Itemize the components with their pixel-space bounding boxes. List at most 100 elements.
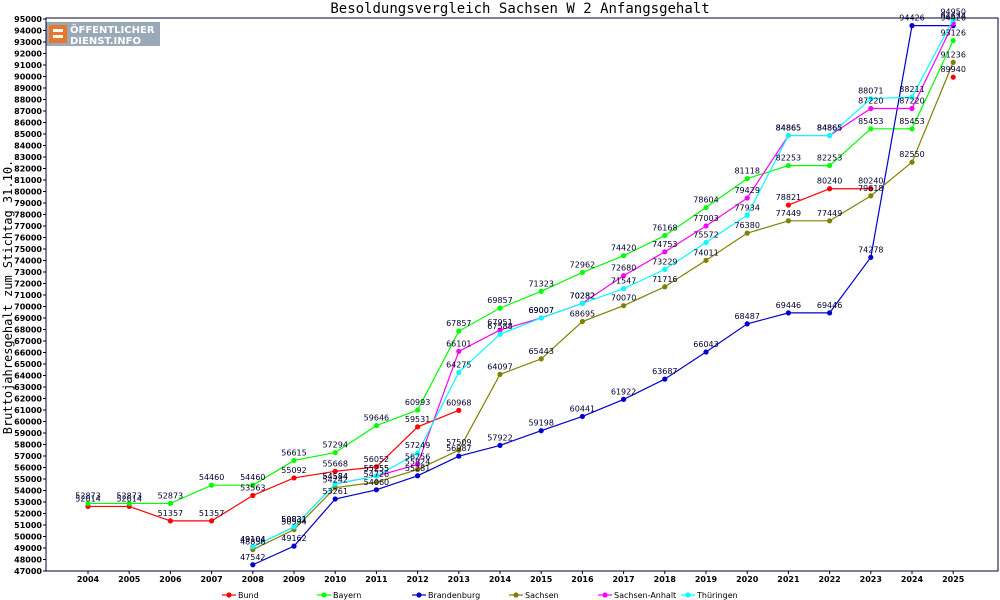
data-label: 69857 — [487, 296, 512, 305]
data-label: 80240 — [817, 177, 842, 186]
data-point — [703, 223, 709, 229]
data-label: 85453 — [899, 117, 924, 126]
data-label: 71323 — [528, 279, 553, 288]
data-point — [456, 369, 462, 375]
data-label: 49162 — [281, 534, 306, 543]
data-label: 67857 — [446, 319, 471, 328]
y-tick-label: 85000 — [14, 130, 42, 139]
series-line — [252, 23, 954, 548]
logo-mark-bar — [53, 29, 63, 32]
data-label: 68487 — [734, 312, 759, 321]
data-label: 51357 — [199, 509, 224, 518]
data-point — [827, 186, 833, 192]
data-label: 57509 — [446, 438, 471, 447]
logo: ÖFFENTLICHER DIENST.INFO — [46, 22, 160, 47]
data-label: 71547 — [611, 277, 636, 286]
data-label: 77449 — [776, 209, 801, 218]
data-point — [909, 23, 915, 29]
x-tick-label: 2012 — [406, 575, 428, 584]
data-label: 84865 — [817, 124, 842, 133]
data-point — [456, 348, 462, 354]
x-tick-label: 2020 — [736, 575, 759, 584]
chart-title: Besoldungsvergleich Sachsen W 2 Anfangsg… — [330, 1, 709, 17]
data-label: 60968 — [446, 398, 471, 407]
data-point — [497, 305, 503, 311]
data-point — [415, 450, 421, 456]
data-label: 74278 — [858, 245, 883, 254]
x-tick-label: 2023 — [860, 575, 882, 584]
data-point — [456, 447, 462, 453]
data-label: 70282 — [570, 291, 595, 300]
x-tick-label: 2019 — [695, 575, 718, 584]
data-point — [538, 356, 544, 362]
legend: Bund Bayern Brandenburg Sachsen Sachsen-Anha… — [222, 591, 738, 600]
x-tick-label: 2021 — [777, 575, 800, 584]
data-label: 94624 — [940, 11, 965, 20]
x-tick-label: 2022 — [818, 575, 840, 584]
data-label: 91236 — [940, 50, 965, 59]
data-label: 87220 — [858, 96, 883, 105]
data-point — [744, 321, 750, 327]
data-point — [332, 485, 338, 491]
data-label: 72680 — [611, 264, 636, 273]
data-point — [456, 407, 462, 413]
data-point — [373, 479, 379, 485]
data-label: 69007 — [528, 306, 553, 315]
y-tick-label: 73000 — [14, 268, 42, 277]
data-point — [827, 132, 833, 139]
data-label: 94426 — [940, 14, 965, 23]
y-tick-label: 69000 — [14, 314, 42, 323]
logo-mark-bar — [53, 35, 63, 38]
data-label: 49104 — [240, 535, 265, 544]
series-brandenburg — [250, 23, 956, 568]
data-label: 52873 — [158, 491, 183, 500]
data-label: 70070 — [611, 294, 636, 303]
data-label: 93126 — [940, 29, 965, 38]
data-point — [497, 442, 503, 448]
data-labels-layer: 52614 52614 51357 51357 53563 55092 55668 56052… — [75, 8, 966, 562]
data-label: 78604 — [693, 196, 718, 205]
data-point — [868, 254, 874, 260]
data-point — [785, 132, 792, 139]
data-point — [250, 482, 256, 488]
data-point — [950, 16, 956, 23]
data-label: 54460 — [199, 473, 224, 482]
y-tick-label: 65000 — [14, 360, 42, 369]
series-line — [252, 19, 954, 548]
data-label: 64275 — [446, 360, 471, 369]
data-label: 52614 — [75, 494, 100, 503]
y-tick-label: 53000 — [14, 498, 42, 507]
logo-line-1: ÖFFENTLICHER — [70, 22, 155, 36]
data-label: 77449 — [817, 209, 842, 218]
data-point — [909, 159, 915, 165]
y-tick-label: 64000 — [14, 372, 42, 381]
legend-swatch-dot — [226, 592, 232, 598]
data-label: 47542 — [240, 553, 265, 562]
y-axis: 47000 48000 49000 50000 51000 52000 53000 54000… — [14, 15, 46, 576]
data-label: 55255 — [364, 464, 389, 473]
x-tick-label: 2016 — [571, 575, 594, 584]
data-label: 57922 — [487, 433, 512, 442]
x-axis: 2004 2005 2006 2007 2008 2009 2010 2011 2012 2013… — [77, 571, 965, 584]
data-point — [621, 273, 627, 279]
x-tick-label: 2024 — [901, 575, 924, 584]
y-tick-label: 52000 — [14, 510, 42, 519]
y-tick-label: 78000 — [14, 211, 42, 220]
series-layer — [85, 16, 956, 568]
legend-swatch-dot — [416, 592, 422, 598]
data-point — [167, 518, 173, 524]
data-point — [209, 518, 215, 524]
y-tick-label: 50000 — [14, 533, 42, 542]
x-tick-label: 2017 — [612, 575, 634, 584]
y-tick-label: 92000 — [14, 50, 42, 59]
data-point — [167, 500, 173, 507]
data-point — [744, 230, 750, 236]
legend-label: Bayern — [333, 591, 361, 600]
data-point — [456, 328, 462, 334]
data-label: 72962 — [570, 260, 595, 269]
series-line — [252, 25, 954, 566]
y-tick-label: 83000 — [14, 153, 42, 162]
data-label: 89940 — [940, 65, 965, 74]
data-point — [827, 162, 833, 169]
data-label: 55281 — [405, 464, 430, 473]
